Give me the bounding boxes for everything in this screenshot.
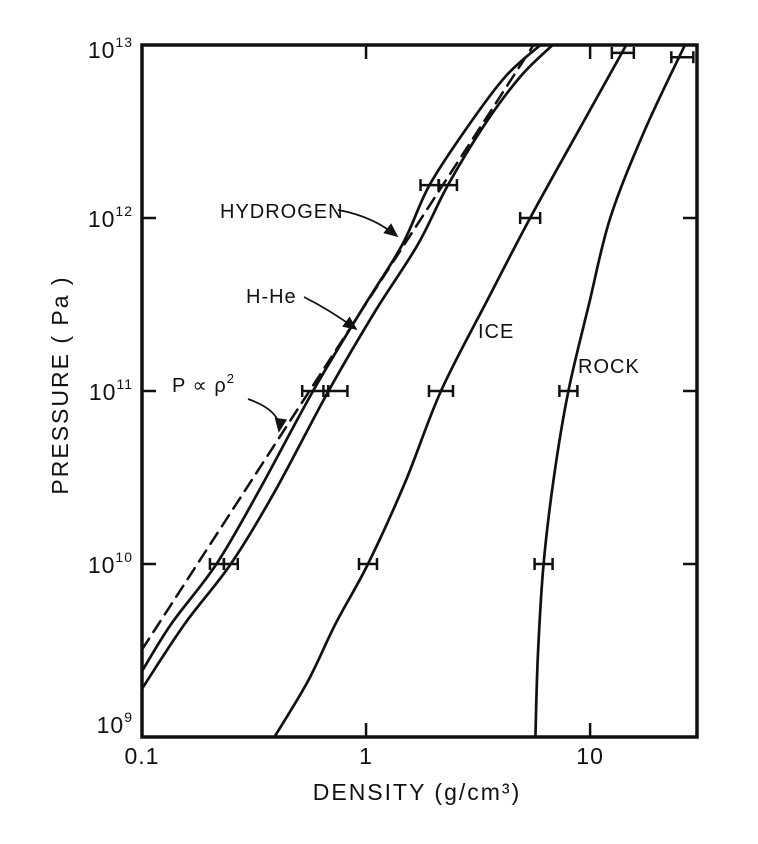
y-tick-label: 1013: [88, 34, 133, 63]
error-bar-rock: [670, 51, 695, 64]
arrow-h-he: [303, 296, 358, 331]
error-bar-ice: [518, 212, 542, 224]
curve-h-he: [142, 45, 554, 691]
axis-ticks: [142, 45, 697, 737]
curve-rock: [534, 45, 687, 737]
error-bar-ice: [610, 46, 636, 59]
error-bar-ice: [427, 385, 455, 397]
error-bar-h-he: [437, 179, 459, 192]
label-h-he: H-He: [246, 286, 297, 308]
curve-annotations: HYDROGEN H-He P ∝ ρ2 ICE ROCK: [172, 201, 640, 433]
y-tick-label: 1012: [88, 203, 133, 232]
axis-tick-labels: 0.1 1 10 109 1010 1011 1012 1013: [88, 34, 604, 769]
error-bar-hydrogen: [419, 179, 440, 192]
curve-ice: [273, 45, 628, 737]
y-axis-label: PRESSURE ( Pa ): [47, 275, 73, 494]
error-bars: [208, 46, 695, 570]
curve-hydrogen: [142, 45, 542, 673]
y-tick-label: 1011: [89, 376, 133, 405]
error-bar-ice: [357, 558, 379, 570]
label-rock: ROCK: [578, 356, 640, 378]
x-tick-label: 0.1: [125, 743, 160, 769]
x-tick-label: 10: [576, 743, 604, 769]
arrow-p-rho2: [247, 398, 288, 433]
error-bar-h-he: [222, 558, 240, 570]
y-tick-label: 1010: [88, 549, 133, 578]
label-ice: ICE: [478, 321, 514, 343]
error-bar-rock: [533, 558, 554, 570]
y-tick-label: 109: [97, 709, 133, 738]
error-bar-rock: [558, 385, 579, 397]
label-hydrogen: HYDROGEN: [220, 201, 344, 223]
x-tick-label: 1: [359, 743, 373, 769]
error-bar-h-he: [322, 385, 349, 397]
x-axis-label: DENSITY (g/cm³): [313, 779, 521, 805]
curve-p: [142, 45, 535, 651]
label-p-rho2: P ∝ ρ2: [172, 371, 235, 397]
arrow-hydrogen: [337, 209, 399, 238]
